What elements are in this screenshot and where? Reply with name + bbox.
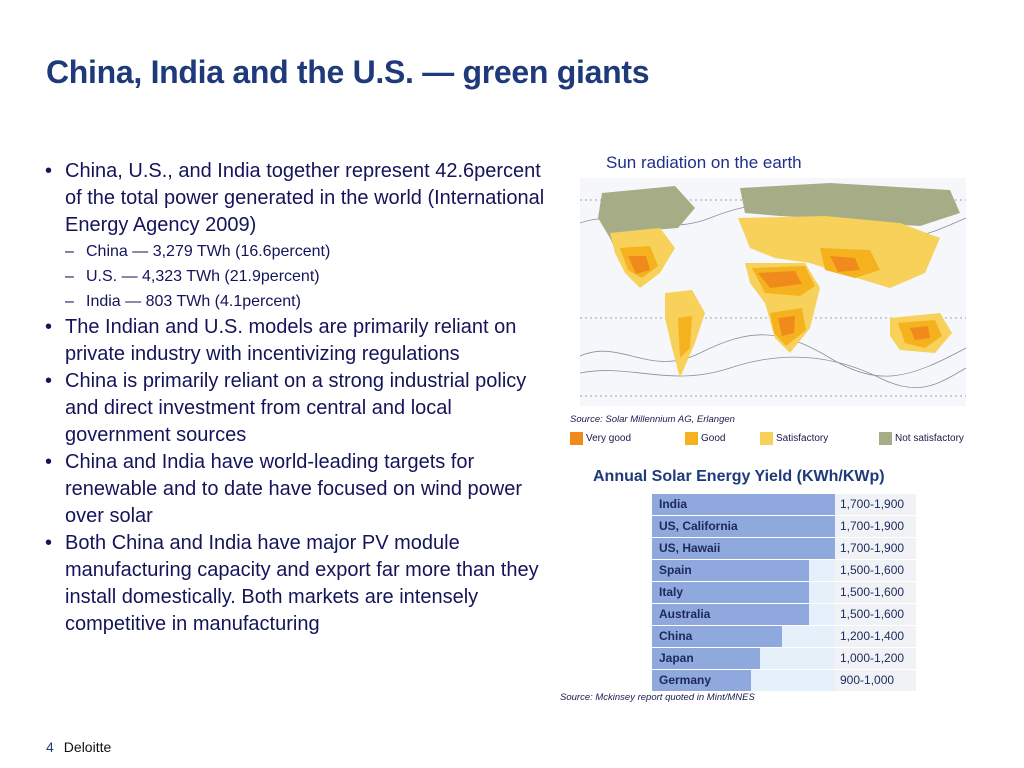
table-row: Germany 900-1,000 <box>652 670 916 692</box>
value-cell <box>835 604 916 625</box>
yield-range: 900-1,000 <box>840 673 895 687</box>
legend-swatch-not-satisfactory <box>879 432 892 445</box>
table-row: Australia 1,500-1,600 <box>652 604 916 626</box>
legend-item: Good <box>685 432 725 446</box>
yield-bar <box>652 604 809 625</box>
bullet-dot: • <box>45 160 53 182</box>
yield-range: 1,200-1,400 <box>840 629 905 643</box>
slide-title: China, India and the U.S. — green giants <box>46 54 650 90</box>
legend-label: Satisfactory <box>776 433 829 444</box>
legend-label: Very good <box>586 433 632 444</box>
legend-label: Good <box>701 433 726 444</box>
bullet-text: China — 3,279 TWh (16.6percent) <box>86 243 331 260</box>
country-label: India <box>659 497 688 511</box>
solar-yield-table: India 1,700-1,900 US, California 1,700-1,90… <box>652 494 916 692</box>
value-cell <box>835 582 916 603</box>
yield-bar <box>652 516 835 537</box>
bullet-text: U.S. — 4,323 TWh (21.9percent) <box>86 268 320 285</box>
table-row: Japan 1,000-1,200 <box>652 648 916 670</box>
bullet-dash: – <box>65 293 74 310</box>
map-source: Source: Solar Millennium AG, Erlangen <box>570 414 735 425</box>
yield-bar <box>652 648 760 669</box>
bullet-dot: • <box>45 370 53 392</box>
bullet-text: The Indian and U.S. models are primarily… <box>65 316 517 365</box>
bullet-text: Both China and India have major PV modul… <box>65 532 539 635</box>
value-cell <box>835 538 916 559</box>
table-row: Spain 1,500-1,600 <box>652 560 916 582</box>
bullet-dot: • <box>45 532 53 554</box>
bullet-text: China, U.S., and India together represen… <box>65 160 545 236</box>
yield-bar <box>652 494 835 515</box>
legend-swatch-good <box>685 432 698 445</box>
bullet-item: • China and India have world-leading targ… <box>45 449 545 530</box>
yield-bar <box>652 582 809 603</box>
country-label: Japan <box>659 651 694 665</box>
bullet-dot: • <box>45 316 53 338</box>
table-row: India 1,700-1,900 <box>652 494 916 516</box>
yield-bar <box>652 626 782 647</box>
sub-bullet-item: – China — 3,279 TWh (16.6percent) <box>45 239 545 264</box>
bullet-item: • China is primarily reliant on a strong … <box>45 368 545 449</box>
legend-label: Not satisfactory <box>895 433 964 444</box>
table-row: US, California 1,700-1,900 <box>652 516 916 538</box>
bullet-text: China and India have world-leading targe… <box>65 451 522 527</box>
map-title: Sun radiation on the earth <box>606 153 802 172</box>
company-name: Deloitte <box>63 739 112 755</box>
yield-range: 1,700-1,900 <box>840 541 905 555</box>
yield-range: 1,000-1,200 <box>840 651 905 665</box>
country-label: China <box>659 629 693 643</box>
legend-swatch-very-good <box>570 432 583 445</box>
footer: 4 Deloitte <box>46 739 111 755</box>
legend-item: Satisfactory <box>760 432 828 446</box>
yield-bar <box>652 560 809 581</box>
bullet-dash: – <box>65 243 74 260</box>
country-label: Spain <box>659 563 692 577</box>
country-label: Australia <box>659 607 711 621</box>
value-cell <box>835 670 916 691</box>
yield-bar <box>652 538 835 559</box>
bullet-dash: – <box>65 268 74 285</box>
bullet-dot: • <box>45 451 53 473</box>
value-cell <box>835 626 916 647</box>
yield-range: 1,500-1,600 <box>840 607 905 621</box>
sub-bullet-item: – India — 803 TWh (4.1percent) <box>45 289 545 314</box>
yield-range: 1,700-1,900 <box>840 497 905 511</box>
yield-bar <box>652 670 751 691</box>
bullet-list: • China, U.S., and India together represe… <box>45 158 545 638</box>
value-cell <box>835 516 916 537</box>
country-label: US, California <box>659 519 738 533</box>
table-row: US, Hawaii 1,700-1,900 <box>652 538 916 560</box>
bullet-item: • The Indian and U.S. models are primaril… <box>45 314 545 368</box>
bullet-item: • China, U.S., and India together represe… <box>45 158 545 239</box>
yield-table-title: Annual Solar Energy Yield (KWh/KWp) <box>593 468 885 485</box>
yield-range: 1,500-1,600 <box>840 585 905 599</box>
sub-bullet-item: – U.S. — 4,323 TWh (21.9percent) <box>45 264 545 289</box>
legend-swatch-satisfactory <box>760 432 773 445</box>
value-cell <box>835 560 916 581</box>
yield-range: 1,700-1,900 <box>840 519 905 533</box>
yield-range: 1,500-1,600 <box>840 563 905 577</box>
bullet-text: India — 803 TWh (4.1percent) <box>86 293 301 310</box>
value-cell <box>835 648 916 669</box>
country-label: Germany <box>659 673 712 687</box>
value-cell <box>835 494 916 515</box>
page-number: 4 <box>46 739 54 755</box>
bullet-item: • Both China and India have major PV modu… <box>45 530 545 638</box>
country-label: Italy <box>659 585 684 599</box>
legend-item: Not satisfactory <box>879 432 964 446</box>
solar-radiation-world-map <box>580 178 966 406</box>
table-row: China 1,200-1,400 <box>652 626 916 648</box>
legend-item: Very good <box>570 432 631 446</box>
country-label: US, Hawaii <box>659 541 721 555</box>
table-row: Italy 1,500-1,600 <box>652 582 916 604</box>
yield-table-source: Source: Mckinsey report quoted in Mint/M… <box>560 692 755 703</box>
bullet-text: China is primarily reliant on a strong i… <box>65 370 527 446</box>
